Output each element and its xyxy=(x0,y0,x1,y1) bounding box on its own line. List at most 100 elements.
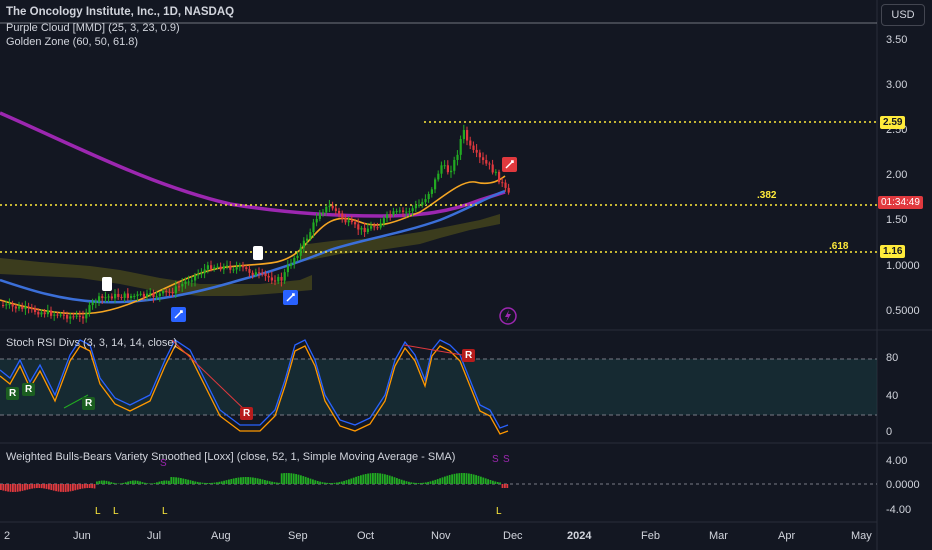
histogram-bar xyxy=(372,473,374,484)
histogram-bar xyxy=(369,473,372,484)
histogram-bar xyxy=(218,481,221,484)
candle xyxy=(2,305,5,306)
histogram-bar xyxy=(415,482,417,484)
histogram-bar xyxy=(429,481,432,484)
stoch-panel-title[interactable]: Stoch RSI Divs (3, 3, 14, 14, close) xyxy=(6,337,178,349)
histogram-bar xyxy=(139,481,141,484)
candle xyxy=(213,267,216,269)
histogram-bar xyxy=(31,484,33,489)
candle xyxy=(46,310,49,315)
histogram-bar xyxy=(177,477,180,484)
time-label: 2024 xyxy=(567,530,592,542)
candle xyxy=(296,255,299,259)
candle xyxy=(411,208,414,212)
histogram-bar xyxy=(223,480,225,484)
candle xyxy=(354,222,357,225)
candles-group[interactable] xyxy=(2,124,510,324)
symbol-title[interactable]: The Oncology Institute, Inc., 1D, NASDAQ xyxy=(6,6,235,18)
golden-zone-cloud xyxy=(300,214,500,262)
candle xyxy=(8,303,11,305)
histogram-bar xyxy=(304,476,307,484)
candle xyxy=(459,139,462,155)
histogram-bar xyxy=(288,473,290,484)
indicator-golden-zone[interactable]: Golden Zone (60, 50, 61.8) xyxy=(6,36,139,48)
candle xyxy=(21,306,24,310)
histogram-bar xyxy=(74,484,77,491)
lightning-icon[interactable] xyxy=(499,307,517,325)
histogram-bar xyxy=(184,479,187,484)
histogram-bar xyxy=(280,473,283,484)
histogram-bar xyxy=(105,480,108,484)
histogram-bar xyxy=(417,482,420,484)
candle xyxy=(434,179,437,190)
histogram-bar xyxy=(453,473,456,484)
candle xyxy=(270,277,273,281)
histogram-bar xyxy=(261,479,264,484)
price-tick: 2.00 xyxy=(886,169,908,181)
histogram-bar xyxy=(7,484,9,492)
time-label: May xyxy=(851,530,872,542)
histogram-bar xyxy=(504,484,506,488)
histogram-bar xyxy=(333,482,336,484)
candle xyxy=(146,293,149,297)
histogram-bar xyxy=(129,480,132,484)
histogram-bar xyxy=(348,479,350,484)
flag-icon[interactable] xyxy=(102,277,112,291)
indicator-purple-cloud[interactable]: Purple Cloud [MMD] (25, 3, 23, 0.9) xyxy=(6,22,180,34)
histogram-bar xyxy=(432,480,434,484)
rocket-icon[interactable] xyxy=(171,307,186,322)
histogram-bar xyxy=(487,479,489,484)
candle xyxy=(82,316,85,319)
candle xyxy=(347,220,350,223)
histogram-bar xyxy=(45,484,48,489)
candle xyxy=(424,199,427,203)
candle xyxy=(357,224,360,230)
golden-zone-cloud xyxy=(0,258,312,296)
candle xyxy=(475,149,478,153)
rocket-icon[interactable] xyxy=(502,157,517,172)
histogram-bar xyxy=(412,482,415,484)
histogram-bar xyxy=(343,480,345,484)
candle xyxy=(382,218,385,224)
candle xyxy=(104,297,107,299)
histogram-bar xyxy=(441,477,444,484)
histogram-bar xyxy=(328,482,331,484)
histogram-bar xyxy=(72,484,74,491)
histogram-bar xyxy=(506,484,509,488)
candle xyxy=(267,275,270,278)
histogram-bar xyxy=(170,477,173,484)
candle xyxy=(158,293,161,297)
histogram-bar xyxy=(180,478,182,484)
stoch-k-line xyxy=(0,339,509,429)
candle xyxy=(126,293,129,298)
histogram-bar xyxy=(62,484,65,492)
flag-icon[interactable] xyxy=(253,246,263,260)
histogram-bar xyxy=(93,484,96,489)
histogram-bar xyxy=(477,475,480,484)
histogram-bar xyxy=(64,484,67,492)
candle xyxy=(130,295,133,298)
histogram-bar xyxy=(249,477,252,484)
bb-long-mark: L xyxy=(113,506,119,517)
currency-button[interactable]: USD xyxy=(881,4,925,26)
candle xyxy=(235,267,238,270)
histogram-bar xyxy=(362,474,365,484)
time-label: 2 xyxy=(4,530,11,542)
rocket-icon[interactable] xyxy=(283,290,298,305)
bb-long-mark: L xyxy=(162,506,168,517)
histogram-bar xyxy=(117,483,120,484)
bb-panel-title[interactable]: Weighted Bulls-Bears Variety Smoothed [L… xyxy=(6,451,456,463)
candle xyxy=(184,281,187,284)
histogram-bar xyxy=(115,483,117,484)
candle xyxy=(238,265,241,268)
histogram-bar xyxy=(496,482,499,484)
candle xyxy=(168,291,171,293)
candle xyxy=(107,296,110,298)
time-label: Apr xyxy=(778,530,796,542)
candle xyxy=(389,214,392,216)
histogram-bar xyxy=(79,484,81,490)
histogram-bar xyxy=(312,479,314,484)
histogram-bar xyxy=(213,482,216,484)
histogram-bar xyxy=(297,474,300,484)
